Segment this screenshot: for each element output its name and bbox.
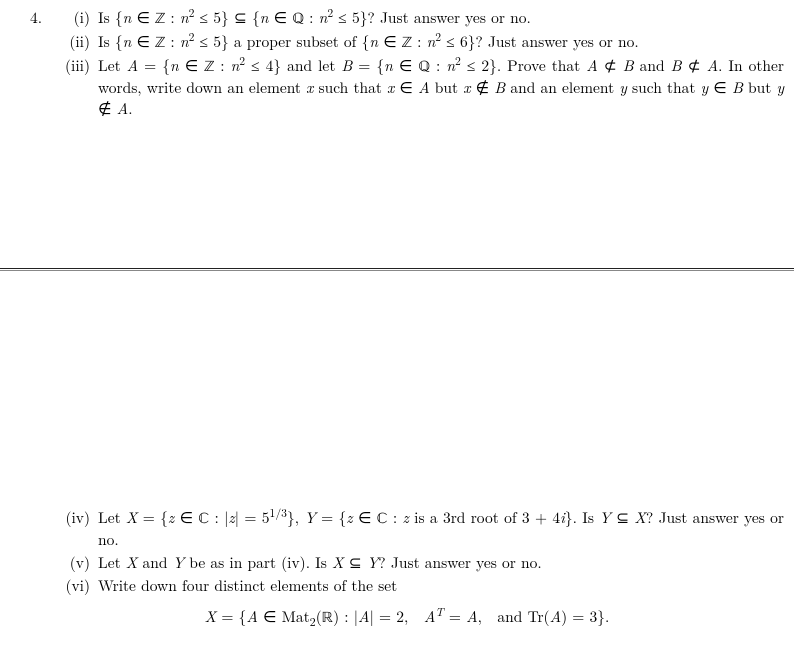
part-vi-label: (vi) [54, 576, 98, 597]
question-4-top: 4. (i) Is {n ∈ ℤ : n2 ≤ 5} ⊆ {n ∈ ℚ : n2… [30, 8, 784, 122]
part-i-label: (i) [54, 8, 98, 29]
part-v-label-text: (v) [70, 552, 90, 573]
part-v-label: (v) [54, 553, 98, 574]
part-iii-label-text: (iii) [65, 55, 90, 76]
divider-line-light [0, 270, 794, 271]
part-iii-row: (iii) Let A = {n ∈ ℤ : n2 ≤ 4} and let B… [30, 56, 784, 120]
part-iv-label-text: (iv) [65, 507, 90, 528]
part-vi-body: Write down four distinct elements of the… [98, 576, 784, 597]
part-iv-row: (iv) Let X = {z ∈ ℂ : |z| = 51/3}, Y = {… [30, 508, 784, 551]
part-i-body: Is {n ∈ ℤ : n2 ≤ 5} ⊆ {n ∈ ℚ : n2 ≤ 5}? … [98, 8, 784, 30]
page: 4. (i) Is {n ∈ ℤ : n2 ≤ 5} ⊆ {n ∈ ℚ : n2… [0, 0, 794, 656]
part-ii-row: (ii) Is {n ∈ ℤ : n2 ≤ 5} a proper subset… [30, 32, 784, 54]
part-vi-label-text: (vi) [65, 575, 90, 596]
part-i-label-text: (i) [74, 7, 90, 28]
part-v-body: Let X and Y be as in part (iv). Is X ⊆ Y… [98, 553, 784, 574]
part-ii-label-text: (ii) [69, 31, 90, 52]
question-number-text: 4. [30, 7, 42, 28]
part-i-row: 4. (i) Is {n ∈ ℤ : n2 ≤ 5} ⊆ {n ∈ ℚ : n2… [30, 8, 784, 30]
part-iii-label: (iii) [54, 56, 98, 77]
page-divider [0, 268, 794, 272]
part-ii-label: (ii) [54, 32, 98, 53]
part-iii-body: Let A = {n ∈ ℤ : n2 ≤ 4} and let B = {n … [98, 56, 784, 120]
part-vi-row: (vi) Write down four distinct elements o… [30, 576, 784, 597]
part-ii-body: Is {n ∈ ℤ : n2 ≤ 5} a proper subset of {… [98, 32, 784, 54]
part-vi-equation: X = {A ∈ Mat2(ℝ) : |A| = 2, AT = A, and … [30, 607, 784, 629]
part-v-row: (v) Let X and Y be as in part (iv). Is X… [30, 553, 784, 574]
part-vi-text: Write down four distinct elements of the… [98, 575, 397, 596]
part-iv-label: (iv) [54, 508, 98, 529]
part-iv-body: Let X = {z ∈ ℂ : |z| = 51/3}, Y = {z ∈ ℂ… [98, 508, 784, 551]
question-number: 4. [30, 8, 54, 29]
question-4-bottom: (iv) Let X = {z ∈ ℂ : |z| = 51/3}, Y = {… [30, 508, 784, 629]
divider-line-dark [0, 268, 794, 269]
